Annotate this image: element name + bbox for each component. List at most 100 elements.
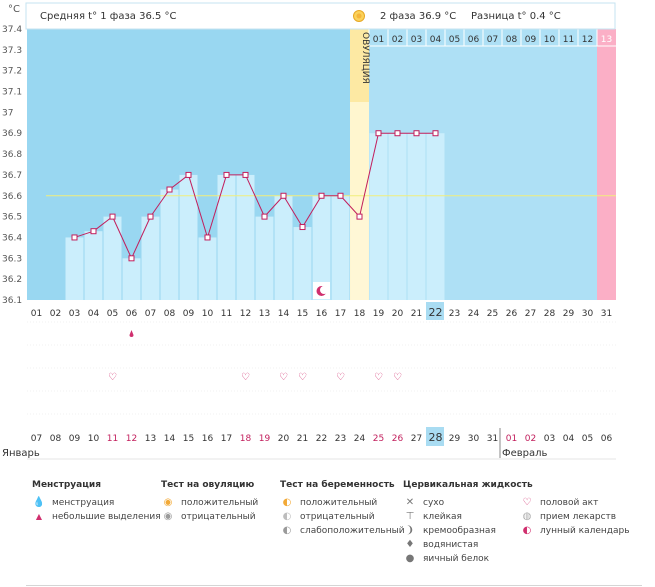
temperature-point [147, 213, 154, 220]
moon-icon-mask [320, 286, 328, 294]
legend-item: ◐ слабоположительный [280, 524, 405, 538]
temperature-segment [302, 195, 322, 228]
y-tick-label: 37 [2, 108, 13, 118]
cycle-day-number: 12 [240, 309, 251, 319]
bbt-chart: ♡ ♡ ♡ ♡ ♡ ♡ ♡ 36.1 36.2 36.3 36.4 36.5 36.6 36.7 36.8… [2, 2, 616, 460]
pregnancy-negative-icon: ◐ [282, 511, 292, 522]
calendar-date: 19 [259, 434, 271, 444]
phase2-day-number: 04 [430, 35, 442, 45]
cycle-day-number: 08 [164, 309, 176, 319]
temperature-segment [169, 174, 189, 190]
calendar-date: 06 [601, 434, 613, 444]
temperature-bar [122, 258, 141, 300]
temperature-segment [150, 189, 170, 217]
cycle-day-number: 13 [259, 309, 270, 319]
cycle-day-number: 03 [69, 309, 80, 319]
cycle-day-number: 14 [278, 309, 290, 319]
temperature-bar [426, 133, 445, 300]
temperature-segment [340, 195, 360, 217]
legend-item: ● яичный белок [403, 552, 533, 566]
pregnancy-weak-icon: ◐ [282, 525, 292, 536]
calendar-date: 21 [297, 434, 308, 444]
legend-title: Тест на овуляцию [161, 480, 255, 490]
cycle-day-number: 28 [544, 309, 556, 319]
ovulation-negative-icon: ◉ [163, 511, 173, 522]
pill-icon: ◍ [522, 511, 532, 522]
current-day-box [426, 302, 444, 320]
temperature-bar [84, 231, 103, 300]
y-tick-label: 36.6 [2, 192, 22, 202]
phase2-average: 2 фаза 36.9 °C [380, 11, 456, 22]
temperature-bar [369, 133, 388, 300]
legend-item: ⊤ клейкая [403, 510, 533, 524]
legend-pregnancy-test: Тест на беременность ◐ положительный ◐ отр… [280, 480, 405, 538]
calendar-date: 24 [354, 434, 366, 444]
heart-icon: ♡ [336, 372, 345, 383]
calendar-date: 26 [392, 434, 404, 444]
watery-icon: ♦ [405, 539, 415, 550]
temperature-bar [198, 237, 217, 300]
phase2-day-number: 12 [582, 35, 593, 45]
cycle-day-number: 09 [183, 309, 195, 319]
phase2-day-number: 09 [525, 35, 537, 45]
cycle-day-number: 26 [506, 309, 518, 319]
calendar-date: 03 [544, 434, 555, 444]
calendar-date: 25 [373, 434, 384, 444]
y-tick-label: 37.1 [2, 88, 22, 98]
pregnancy-positive-icon: ◐ [282, 497, 292, 508]
unit-label: °C [8, 4, 20, 15]
temperature-point [128, 255, 135, 262]
phase2-day-number: 11 [563, 35, 574, 45]
spotting-drop-icon: ▲ [35, 512, 43, 521]
month-january: Январь [2, 448, 40, 459]
header-bar [25, 2, 616, 30]
calendar-date: 07 [31, 434, 42, 444]
calendar-date: 10 [88, 434, 100, 444]
calendar-date: 28 [429, 431, 443, 444]
calendar-date: 13 [145, 434, 156, 444]
temperature-difference: Разница t° 0.4 °C [471, 11, 561, 22]
phase1-average: Средняя t° 1 фаза 36.5 °C [40, 11, 177, 22]
y-tick-label: 36.3 [2, 254, 22, 264]
temperature-point [356, 213, 363, 220]
temperature-point [242, 171, 249, 178]
calendar-date: 04 [563, 434, 575, 444]
legend-menstruation: Менструация 💧 менструация ▲ небольшие выде… [32, 480, 161, 524]
legend-item: ◍ прием лекарств [520, 510, 630, 524]
cycle-day-number: 11 [221, 309, 232, 319]
legend-other: ♡ половой акт ◍ прием лекарств ◐ лунный кал… [520, 496, 630, 538]
calendar-date: 31 [487, 434, 498, 444]
temperature-bar [331, 195, 350, 300]
temperature-segment [188, 174, 208, 238]
cycle-day-number: 06 [126, 309, 138, 319]
temperature-bar [312, 195, 331, 300]
cycle-day-number: 20 [392, 309, 404, 319]
phase2-day-number: 08 [506, 35, 518, 45]
temperature-segment [93, 216, 113, 232]
temperature-bar [236, 174, 255, 300]
dry-icon: ✕ [405, 497, 415, 508]
ovulation-column-top [350, 29, 369, 102]
ovulation-label: ОВУЛЯЦИЯ [360, 32, 370, 84]
cycle-day-number: 31 [601, 309, 612, 319]
temperature-point [71, 234, 78, 241]
calendar-date: 16 [202, 434, 214, 444]
legend-ovulation-test: Тест на овуляцию ◉ положительный ◉ отрицат… [161, 480, 258, 524]
calendar-date: 22 [316, 434, 327, 444]
legend-item: ◉ положительный [161, 496, 259, 510]
temperature-point [318, 192, 325, 199]
calendar-date: 14 [164, 434, 176, 444]
legend-title: Тест на беременность [280, 480, 395, 490]
temperature-segment [131, 216, 151, 259]
cycle-day-number: 29 [563, 309, 575, 319]
legend-item: ◉ отрицательный [161, 510, 258, 524]
y-tick-label: 37.4 [2, 25, 22, 35]
cycle-day-number: 02 [50, 309, 61, 319]
temperature-segment [264, 195, 284, 217]
temperature-point [185, 171, 192, 178]
calendar-date: 30 [468, 434, 480, 444]
temperature-bar [217, 174, 236, 300]
cycle-day-number: 16 [316, 309, 328, 319]
temperature-point [375, 130, 382, 137]
calendar-date: 17 [221, 434, 232, 444]
